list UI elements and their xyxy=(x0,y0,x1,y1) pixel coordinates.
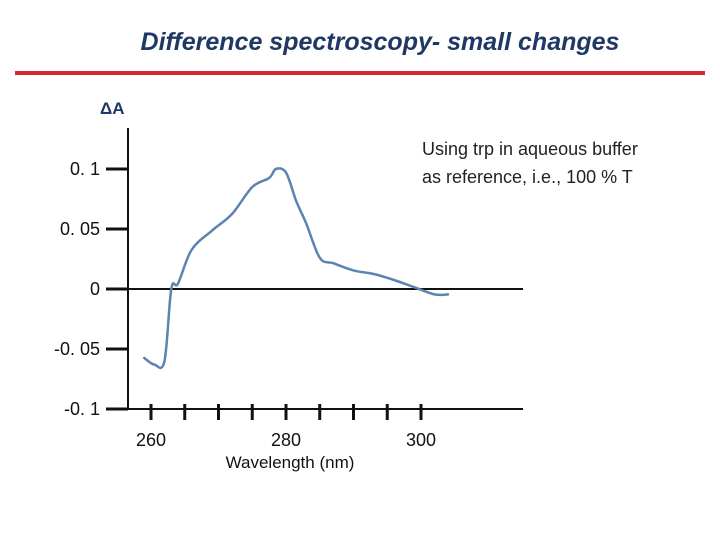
annotation-line-2: as reference, i.e., 100 % T xyxy=(422,167,633,187)
y-tick-label: -0. 1 xyxy=(64,399,100,419)
x-tick-label: 300 xyxy=(406,430,436,450)
y-tick-label: 0. 1 xyxy=(70,159,100,179)
y-axis-label: ΔA xyxy=(100,99,125,118)
y-tick-label: 0 xyxy=(90,279,100,299)
x-axis-label: Wavelength (nm) xyxy=(226,453,355,472)
slide-title: Difference spectroscopy- small changes xyxy=(140,28,620,56)
x-tick-label: 280 xyxy=(271,430,301,450)
y-tick-label: 0. 05 xyxy=(60,219,100,239)
title-underline xyxy=(15,71,705,75)
annotation-line-1: Using trp in aqueous buffer xyxy=(422,139,638,159)
x-tick-label: 260 xyxy=(136,430,166,450)
spectrum-curve xyxy=(143,167,450,370)
y-tick-label: -0. 05 xyxy=(54,339,100,359)
